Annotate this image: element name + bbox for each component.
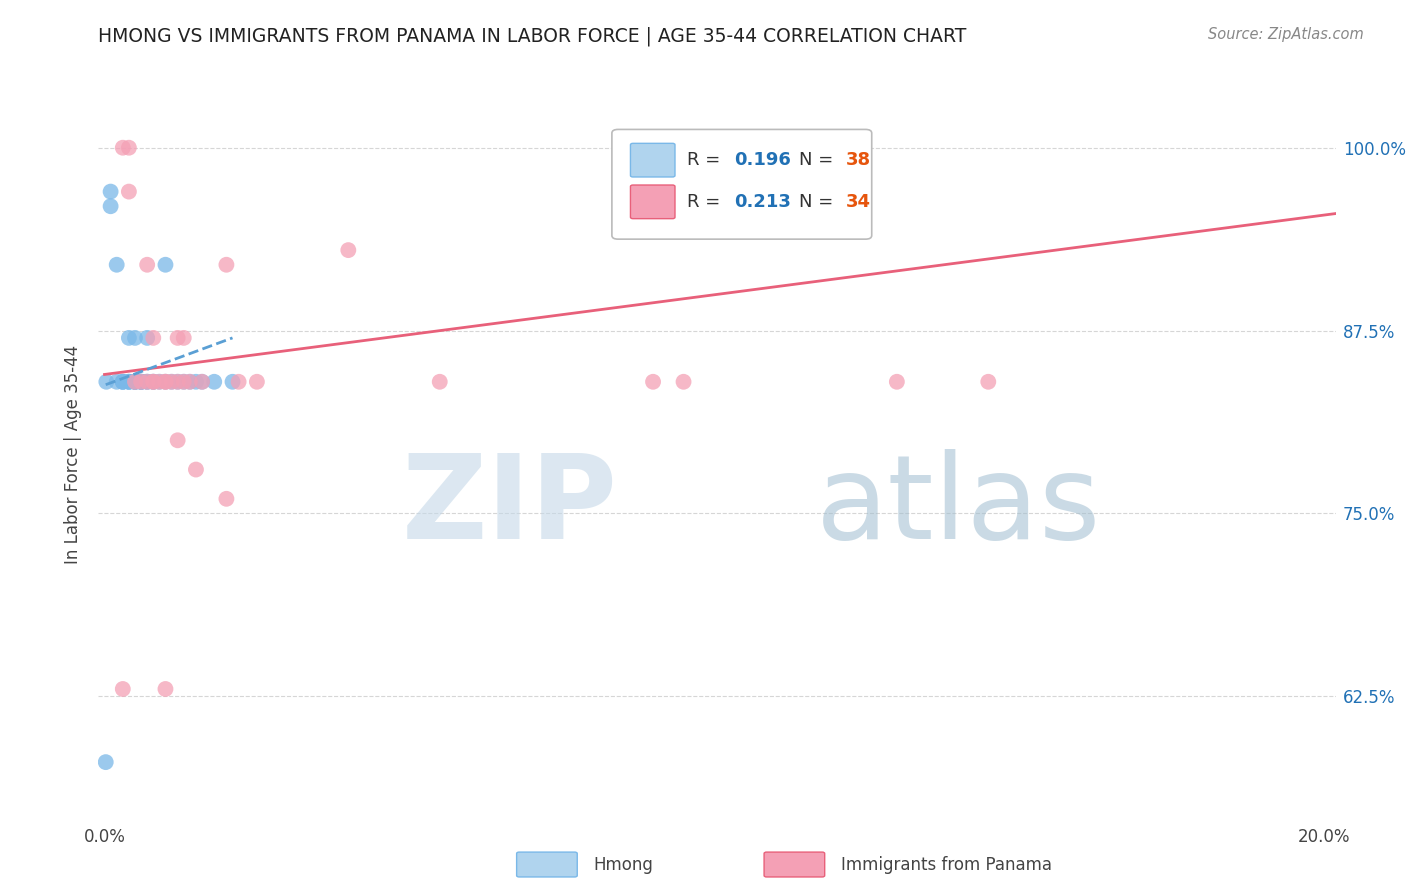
- Point: [96, 375, 118, 389]
- Point: [191, 375, 214, 389]
- Point: [111, 375, 134, 389]
- Text: 0.213: 0.213: [734, 193, 792, 211]
- Point: [124, 375, 146, 389]
- Text: 34: 34: [846, 193, 870, 211]
- Text: Immigrants from Panama: Immigrants from Panama: [841, 855, 1052, 873]
- Point: [118, 375, 141, 389]
- Point: [155, 375, 177, 389]
- Point: [124, 375, 146, 389]
- Point: [129, 375, 152, 389]
- Point: [202, 375, 225, 389]
- Point: [184, 462, 207, 476]
- Point: [142, 375, 165, 389]
- Point: [173, 331, 195, 345]
- Point: [111, 681, 134, 696]
- Point: [166, 375, 188, 389]
- FancyBboxPatch shape: [763, 852, 825, 877]
- Point: [124, 331, 146, 345]
- Point: [160, 375, 183, 389]
- Text: R =: R =: [688, 151, 727, 169]
- Point: [173, 375, 195, 389]
- Text: N =: N =: [799, 151, 839, 169]
- Y-axis label: In Labor Force | Age 35-44: In Labor Force | Age 35-44: [65, 345, 83, 565]
- FancyBboxPatch shape: [630, 144, 675, 177]
- Point: [118, 141, 141, 155]
- Point: [228, 375, 250, 389]
- Point: [977, 375, 1000, 389]
- Point: [142, 375, 165, 389]
- Point: [173, 375, 195, 389]
- Point: [337, 243, 360, 257]
- Point: [246, 375, 269, 389]
- Point: [94, 755, 117, 769]
- Point: [111, 375, 134, 389]
- Text: 0.196: 0.196: [734, 151, 792, 169]
- Point: [155, 681, 177, 696]
- Point: [672, 375, 695, 389]
- Point: [124, 375, 146, 389]
- Point: [191, 375, 214, 389]
- Point: [124, 375, 146, 389]
- Point: [429, 375, 451, 389]
- Point: [155, 258, 177, 272]
- Point: [142, 375, 165, 389]
- Point: [641, 375, 664, 389]
- Text: R =: R =: [688, 193, 727, 211]
- Point: [160, 375, 183, 389]
- Point: [179, 375, 201, 389]
- Point: [136, 375, 159, 389]
- Point: [155, 375, 177, 389]
- Point: [105, 258, 128, 272]
- Text: 38: 38: [846, 151, 870, 169]
- Point: [129, 375, 152, 389]
- Point: [136, 258, 159, 272]
- Point: [148, 375, 170, 389]
- Point: [142, 375, 165, 389]
- Point: [886, 375, 908, 389]
- FancyBboxPatch shape: [612, 129, 872, 239]
- Point: [184, 375, 207, 389]
- Point: [221, 375, 243, 389]
- Point: [148, 375, 170, 389]
- Point: [111, 375, 134, 389]
- Point: [136, 375, 159, 389]
- Point: [118, 375, 141, 389]
- Point: [100, 185, 122, 199]
- Text: HMONG VS IMMIGRANTS FROM PANAMA IN LABOR FORCE | AGE 35-44 CORRELATION CHART: HMONG VS IMMIGRANTS FROM PANAMA IN LABOR…: [98, 27, 967, 46]
- Text: ZIP: ZIP: [402, 449, 619, 564]
- Point: [118, 185, 141, 199]
- Point: [136, 375, 159, 389]
- Point: [105, 375, 128, 389]
- Point: [129, 375, 152, 389]
- Point: [166, 375, 188, 389]
- Point: [124, 375, 146, 389]
- Point: [136, 331, 159, 345]
- Point: [111, 141, 134, 155]
- Point: [166, 434, 188, 448]
- Point: [118, 375, 141, 389]
- Point: [215, 491, 238, 506]
- Point: [100, 199, 122, 213]
- Point: [129, 375, 152, 389]
- FancyBboxPatch shape: [516, 852, 578, 877]
- Point: [129, 375, 152, 389]
- FancyBboxPatch shape: [630, 185, 675, 219]
- Point: [215, 258, 238, 272]
- Text: atlas: atlas: [815, 449, 1101, 564]
- Text: Hmong: Hmong: [593, 855, 654, 873]
- Point: [179, 375, 201, 389]
- Point: [166, 331, 188, 345]
- Text: Source: ZipAtlas.com: Source: ZipAtlas.com: [1208, 27, 1364, 42]
- Text: N =: N =: [799, 193, 839, 211]
- Point: [118, 331, 141, 345]
- Point: [155, 375, 177, 389]
- Point: [142, 331, 165, 345]
